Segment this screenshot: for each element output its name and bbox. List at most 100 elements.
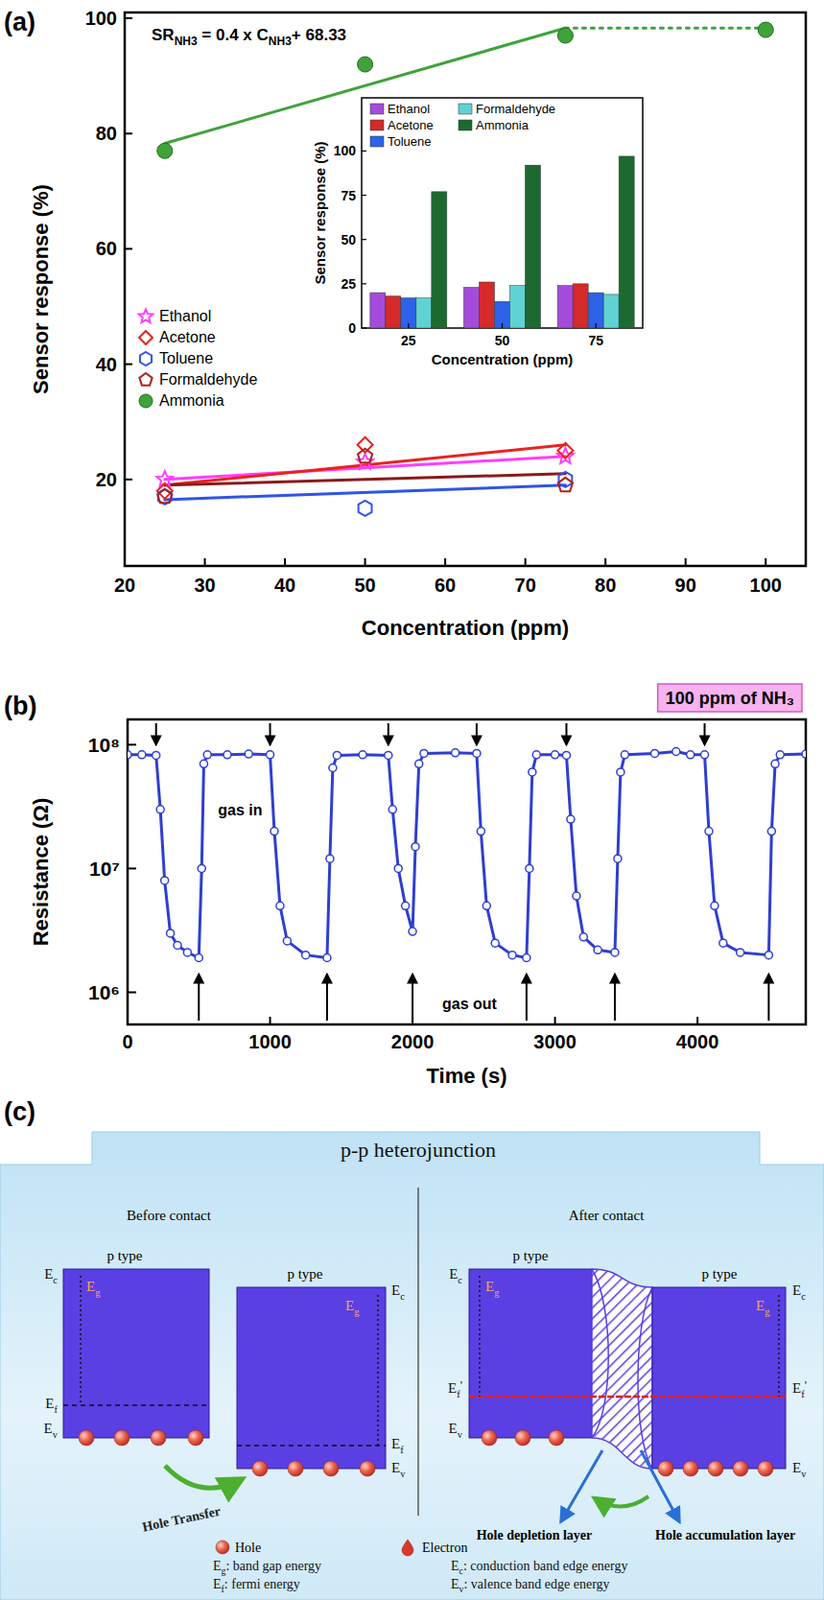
energy-symbol: Ec	[448, 1266, 463, 1286]
data-point	[613, 854, 622, 863]
legend-label: Formaldehyde	[475, 101, 556, 117]
data-point	[401, 901, 410, 910]
symbol-sub: c	[800, 1291, 806, 1302]
data-point	[551, 751, 560, 759]
gas-in-label: gas in	[217, 801, 262, 819]
symbol-sub: g	[764, 1306, 771, 1318]
data-point	[776, 751, 784, 759]
data-point	[566, 815, 575, 824]
energy-symbol: Ev	[44, 1420, 59, 1440]
x-tick-label: 90	[675, 574, 697, 596]
y-tick-label: 10⁸	[88, 733, 120, 756]
page: (a)203040506070809010020406080100Concent…	[0, 0, 824, 1600]
hole	[359, 1460, 376, 1477]
energy-symbol: Eg: band gap energy	[212, 1558, 322, 1577]
gas-out-arrow	[525, 974, 528, 1021]
panel-c: (c)p-p heterojunctionBefore contactAfter…	[0, 1097, 824, 1600]
heading: After contact	[568, 1207, 646, 1224]
definition-text: : conduction band edge energy	[463, 1558, 629, 1574]
data-point	[593, 945, 602, 954]
semiconductor-label: p type	[512, 1247, 548, 1264]
bar	[400, 298, 417, 329]
data-point	[156, 805, 165, 814]
x-tick	[554, 1016, 557, 1025]
x-tick-label: 50	[353, 574, 376, 596]
y-tick	[361, 238, 367, 240]
data-point	[157, 483, 173, 499]
bar	[525, 164, 542, 329]
symbol-main: E	[450, 1577, 460, 1592]
data-point	[522, 954, 531, 963]
data-point	[482, 901, 491, 910]
data-point	[166, 929, 175, 938]
symbol-sub: f	[54, 1404, 59, 1415]
fit-line	[164, 473, 566, 486]
x-tick	[501, 323, 503, 329]
legend-marker	[139, 308, 154, 323]
data-point	[203, 751, 212, 759]
data-point	[705, 827, 713, 836]
data-point	[302, 951, 310, 960]
band-box	[63, 1269, 210, 1438]
data-point	[764, 951, 773, 960]
bar	[416, 298, 432, 329]
hole	[287, 1460, 304, 1477]
symbol-sup: '	[460, 1378, 463, 1392]
data-point	[183, 948, 191, 957]
plot-frame	[124, 12, 806, 566]
y-tick-label: 60	[95, 237, 118, 259]
fermi-level	[63, 1404, 210, 1407]
hole	[150, 1430, 166, 1446]
x-axis-title: Time (s)	[426, 1063, 508, 1088]
symbol-sub: v	[52, 1429, 59, 1440]
arrow-label: Hole Transfer	[141, 1504, 222, 1535]
data-point	[611, 948, 619, 957]
hole	[658, 1460, 674, 1477]
data-point	[194, 954, 203, 963]
hole	[78, 1430, 95, 1446]
y-tick	[124, 132, 133, 135]
y-tick	[127, 743, 137, 746]
hole	[757, 1460, 774, 1477]
y-tick-label: 20	[95, 469, 118, 491]
hole	[252, 1460, 268, 1477]
y-tick	[124, 363, 133, 366]
gas-out-arrow	[197, 974, 200, 1021]
x-tick-label: 70	[515, 574, 537, 596]
gas-out-arrow	[767, 974, 770, 1021]
data-point	[801, 750, 806, 758]
data-point	[532, 751, 541, 759]
semiconductor-label: p type	[106, 1247, 142, 1264]
legend-label: Ethanol	[159, 307, 212, 325]
legend-label: Toluene	[159, 350, 213, 367]
y-tick	[361, 150, 367, 152]
energy-symbol: Ev	[792, 1459, 807, 1480]
data-point	[686, 751, 695, 759]
data-point	[394, 864, 402, 872]
energy-symbol: Ef'	[792, 1378, 807, 1400]
data-point	[223, 751, 232, 759]
data-point	[620, 751, 629, 759]
divider	[417, 1187, 419, 1516]
symbol-main: E	[86, 1278, 95, 1295]
diagram-background	[0, 1131, 824, 1600]
x-tick	[123, 558, 126, 566]
hole	[323, 1460, 339, 1477]
y-tick	[361, 194, 367, 196]
x-axis-title: Concentration (ppm)	[361, 615, 569, 640]
bar	[370, 292, 386, 329]
energy-symbol: Ef'	[447, 1378, 463, 1400]
panel-b: (b)0100020003000400010⁶10⁷10⁸Time (s)Res…	[3, 683, 810, 1088]
data-point	[672, 748, 681, 756]
symbol-main: E	[792, 1380, 801, 1396]
x-tick-label: 30	[193, 574, 215, 596]
y-tick	[361, 327, 367, 329]
data-point	[616, 768, 625, 777]
legend-label: Toluene	[387, 134, 432, 149]
data-point	[451, 749, 460, 757]
data-point	[651, 749, 660, 757]
data-point	[244, 750, 253, 758]
y-tick	[127, 867, 137, 870]
symbol-main: E	[345, 1297, 354, 1314]
data-point	[173, 941, 182, 949]
